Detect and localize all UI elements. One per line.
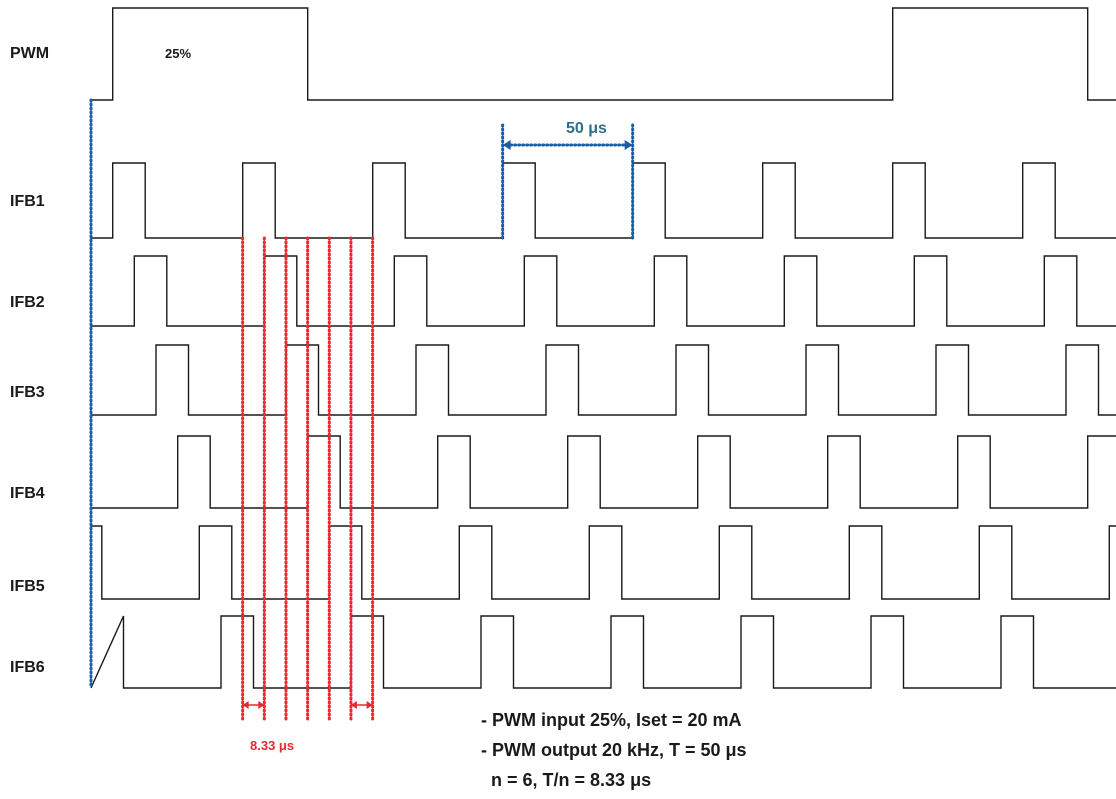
signal-label-ifb3: IFB3 — [10, 384, 45, 401]
signal-label-ifb1: IFB1 — [10, 193, 45, 210]
phase-arrow-first-left-head — [242, 701, 249, 709]
phase-arrow-first-right-head — [258, 701, 265, 709]
signal-label-ifb5: IFB5 — [10, 578, 45, 595]
period-arrow-left — [502, 140, 511, 150]
waveform-ifb3 — [91, 344, 1116, 416]
phase-arrow-last-right-head — [366, 701, 373, 709]
waveform-ifb5 — [91, 525, 1116, 600]
note-phase-count: n = 6, T/n = 8.33 μs — [481, 770, 652, 790]
signal-label-pwm: PWM — [10, 45, 50, 62]
signal-label-ifb4: IFB4 — [10, 485, 45, 502]
period-marker-label: 50 μs — [566, 120, 607, 137]
phase-arrow-last-left-head — [350, 701, 357, 709]
waveform-ifb2 — [91, 255, 1116, 327]
signal-label-ifb6: IFB6 — [10, 659, 45, 676]
waveform-ifb4 — [91, 435, 1116, 509]
waveform-ifb1 — [91, 162, 1116, 239]
signal-label-ifb2: IFB2 — [10, 294, 45, 311]
note-pwm-output: - PWM output 20 kHz, T = 50 μs — [481, 740, 747, 760]
phase-marker-label: 8.33 μs — [250, 738, 295, 753]
period-arrow-right — [624, 140, 633, 150]
waveform-pwm — [91, 7, 1116, 101]
pwm-duty-label: 25% — [165, 46, 192, 61]
waveform-ifb6 — [90, 615, 1116, 689]
note-pwm-input: - PWM input 25%, Iset = 20 mA — [481, 710, 742, 730]
